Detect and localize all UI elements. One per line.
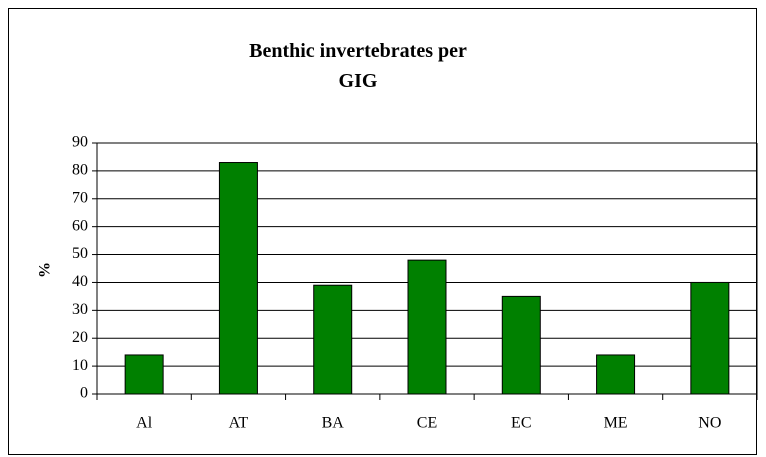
y-tick-label: 90: [72, 134, 88, 151]
y-tick-label: 10: [72, 357, 88, 374]
x-tick-label: Al: [136, 415, 153, 432]
bar: [313, 284, 353, 395]
chart-title: Benthic invertebrates per GIG: [249, 40, 467, 92]
x-tick-label: AT: [229, 415, 249, 432]
y-tick-label: 40: [72, 273, 88, 290]
x-tick-label: NO: [698, 415, 721, 432]
x-tick-label: CE: [417, 415, 437, 432]
x-tick-label: ME: [604, 415, 628, 432]
y-tick-label: 80: [72, 162, 88, 179]
bar: [501, 295, 541, 395]
y-tick-label: 70: [72, 189, 88, 206]
y-tick-label: 20: [72, 329, 88, 346]
y-axis-label: %: [37, 262, 54, 278]
x-tick-label: BA: [322, 415, 345, 432]
y-tick-label: 0: [80, 385, 88, 402]
bar: [218, 162, 258, 395]
y-tick-label: 30: [72, 301, 88, 318]
y-tick-label: 60: [72, 217, 88, 234]
bar: [407, 259, 447, 395]
y-tick-label: 50: [72, 245, 88, 262]
bar: [690, 281, 730, 395]
bar: [124, 354, 164, 395]
bar: [596, 354, 636, 395]
x-tick-label: EC: [511, 415, 531, 432]
